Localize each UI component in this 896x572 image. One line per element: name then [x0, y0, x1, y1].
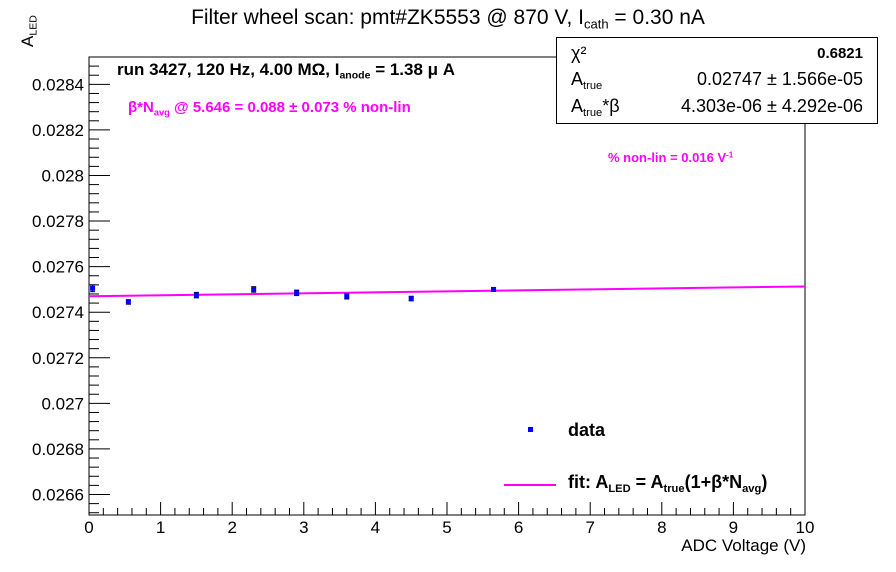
data-point: [491, 286, 497, 292]
x-tick-label: 6: [514, 518, 523, 537]
a-true-value: 0.02747 ± 1.566e-05: [696, 69, 863, 89]
chi2-value: 0.6821: [817, 45, 863, 62]
x-tick-label: 9: [729, 518, 738, 537]
x-tick-label: 10: [796, 518, 815, 537]
a-true-beta-label: Atrue*β: [571, 96, 620, 119]
x-tick-label: 2: [227, 518, 236, 537]
data-point: [90, 284, 96, 293]
nonlinearity-slope-annotation: % non-lin = 0.016 V-1: [608, 150, 734, 165]
x-tick-label: 7: [585, 518, 594, 537]
y-tick-label: 0.0272: [32, 349, 84, 368]
data-marker: [90, 285, 96, 291]
y-tick-label: 0.0274: [32, 303, 84, 322]
legend-data-marker: [528, 427, 533, 432]
y-axis-label: ALED: [18, 15, 40, 47]
data-point: [251, 286, 257, 293]
x-tick-label: 3: [299, 518, 308, 537]
legend-fit-line: [504, 484, 556, 486]
y-tick-label: 0.0266: [32, 485, 84, 504]
data-marker: [344, 293, 350, 299]
data-points: [90, 284, 497, 305]
y-tick-label: 0.027: [41, 394, 84, 413]
y-tick-label: 0.0276: [32, 258, 84, 277]
a-true-label: Atrue: [571, 69, 603, 92]
y-tick-label: 0.0284: [32, 75, 84, 94]
legend-data-label: data: [568, 420, 606, 440]
chart-title: Filter wheel scan: pmt#ZK5553 @ 870 V, I…: [191, 6, 705, 32]
data-marker: [193, 292, 199, 298]
x-axis: 0 1 2 3 4 5 6 7 8 9 10: [84, 502, 814, 537]
y-tick-label: 0.028: [41, 166, 84, 185]
plot-frame: [88, 56, 806, 516]
data-marker: [491, 286, 497, 292]
y-tick-label: 0.0278: [32, 212, 84, 231]
beta-nonlinearity-annotation: β*Navg @ 5.646 = 0.088 ± 0.073 % non-lin: [128, 99, 411, 118]
data-point: [193, 291, 199, 299]
x-axis-label: ADC Voltage (V): [681, 536, 806, 555]
x-tick-label: 0: [84, 518, 93, 537]
a-true-beta-value: 4.303e-06 ± 4.292e-06: [680, 96, 863, 116]
data-point: [344, 293, 350, 300]
x-tick-label: 8: [657, 518, 666, 537]
run-info-annotation: run 3427, 120 Hz, 4.00 MΩ, Ianode = 1.38…: [117, 60, 456, 82]
x-tick-label: 5: [442, 518, 451, 537]
data-point: [125, 299, 131, 305]
data-point: [294, 289, 300, 297]
y-tick-label: 0.0268: [32, 440, 84, 459]
data-marker: [408, 296, 414, 302]
data-marker: [294, 290, 300, 296]
x-tick-label: 4: [371, 518, 380, 537]
x-tick-label: 1: [156, 518, 165, 537]
legend-fit-label: fit: ALED = Atrue(1+β*Navg): [568, 472, 768, 495]
fit-line: [88, 285, 806, 298]
y-axis: 0.0266 0.0268 0.027 0.0272 0.0274 0.0276 0.027…: [32, 56, 110, 514]
chi2-label: χ²: [571, 43, 587, 63]
y-tick-label: 0.0282: [32, 121, 84, 140]
data-marker: [251, 286, 257, 292]
fit-curve: [88, 285, 806, 298]
data-marker: [125, 299, 131, 305]
data-point: [408, 295, 414, 302]
fit-stats-box: χ² 0.6821 Atrue 0.02747 ± 1.566e-05 Atru…: [556, 37, 878, 124]
